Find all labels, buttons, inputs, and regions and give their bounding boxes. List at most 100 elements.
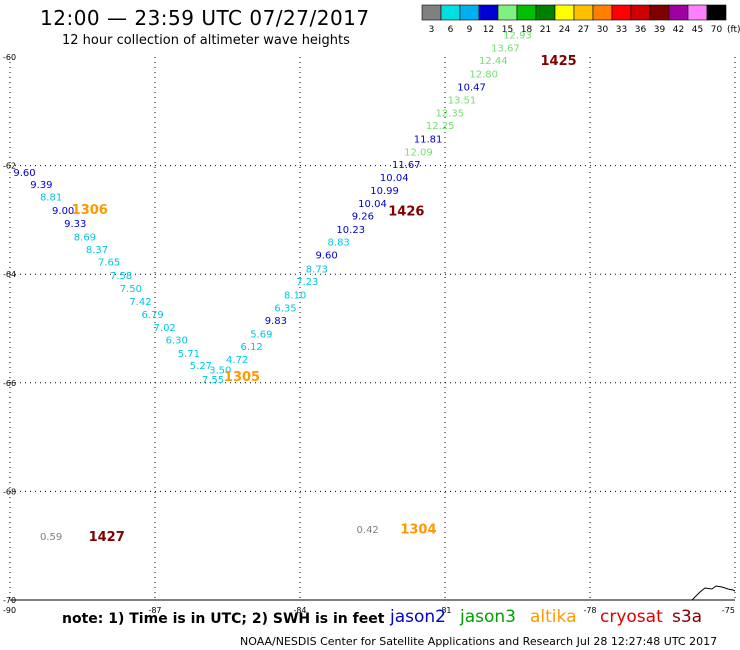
x-tick-label: -75 [722, 606, 735, 615]
wave-height-point: 7.65 [98, 257, 120, 268]
page-subtitle: 12 hour collection of altimeter wave hei… [62, 33, 350, 48]
color-scale-label: 12 [483, 25, 494, 35]
time-label: 1427 [89, 530, 125, 545]
color-scale-label: 15 [502, 25, 513, 35]
color-scale-label: 24 [559, 25, 571, 35]
wave-height-point: 7.02 [154, 323, 176, 334]
color-swatch [421, 4, 442, 21]
wave-height-point: 10.04 [380, 173, 409, 184]
color-swatch [459, 4, 480, 21]
wave-height-point: 5.71 [178, 349, 200, 360]
color-swatch [535, 4, 556, 21]
wave-height-point: 5.27 [190, 361, 212, 372]
wave-height-point: 6.12 [241, 342, 263, 353]
time-label: 1425 [540, 54, 576, 69]
y-tick-label: -64 [3, 270, 16, 279]
wave-height-point: 10.04 [358, 199, 387, 210]
wave-height-point: 6.30 [166, 335, 188, 346]
wave-height-point: 8.73 [306, 264, 328, 275]
x-tick-label: -90 [3, 606, 16, 615]
wave-height-point: 12.44 [479, 56, 508, 67]
time-label: 1305 [224, 370, 260, 385]
wave-height-point: 12.93 [503, 30, 532, 41]
color-swatch [611, 4, 632, 21]
wave-height-point: 8.83 [328, 238, 350, 249]
wave-height-point: 12.80 [469, 69, 498, 80]
satellite-jason3: jason3 [460, 607, 516, 627]
wave-height-point: 7.55 [202, 375, 224, 386]
wave-height-point: 0.42 [357, 525, 379, 536]
time-label: 1426 [388, 204, 424, 219]
color-scale-label: 6 [448, 25, 454, 35]
color-scale-label: 18 [521, 25, 533, 35]
time-labels: 1306 1425 1426 1305 1427 1304 [72, 54, 577, 545]
wave-height-point: 8.10 [284, 290, 306, 301]
color-swatch [478, 4, 499, 21]
time-label: 1304 [400, 522, 436, 537]
x-tick-label: -84 [293, 606, 306, 615]
y-tick-label: -70 [3, 596, 16, 605]
x-tick-label: -81 [438, 606, 451, 615]
wave-height-point: 9.33 [64, 219, 86, 230]
wave-height-point: 0.59 [40, 532, 62, 543]
wave-height-point: 9.83 [265, 316, 287, 327]
color-swatch [554, 4, 575, 21]
data-points: 9.609.398.819.009.338.698.377.657.587.50… [13, 30, 531, 543]
color-swatch [706, 4, 727, 21]
y-tick-label: -62 [3, 162, 16, 171]
color-scale-label: 70 [711, 25, 723, 35]
wave-height-point: 10.99 [370, 186, 399, 197]
color-scale-unit: (ft) [727, 25, 740, 35]
wave-height-point: 5.69 [250, 329, 272, 340]
color-swatch [516, 4, 537, 21]
wave-height-point: 10.47 [457, 82, 486, 93]
wave-height-point: 3.50 [209, 365, 231, 376]
color-scale-label: 21 [540, 25, 551, 35]
x-tick-label: -78 [583, 606, 596, 615]
color-swatch [573, 4, 594, 21]
color-scale-label: 27 [578, 25, 589, 35]
footer-credit: NOAA/NESDIS Center for Satellite Applica… [240, 635, 718, 648]
coastline-path [691, 585, 736, 601]
satellite-altika: altika [530, 607, 577, 627]
wave-height-point: 9.60 [315, 251, 337, 262]
wave-height-point: 7.50 [120, 284, 142, 295]
coastline [691, 585, 736, 601]
time-label: 1306 [72, 203, 108, 218]
wave-height-point: 13.51 [448, 95, 477, 106]
color-swatch [630, 4, 651, 21]
axes: -60 -62 -64 -66 -68 -70-90 -87 -84 -81 -78 -75 [3, 53, 736, 615]
satellite-jason2: jason2 [390, 607, 446, 627]
wave-height-point: 6.79 [141, 310, 163, 321]
color-scale-label: 33 [616, 25, 627, 35]
color-scale-legend: 3 6 9 12 15 18 21 24 27 30 33 36 39 42 45 70 (ft) [421, 4, 740, 35]
wave-height-point: 9.39 [30, 180, 52, 191]
wave-height-point: 7.42 [129, 297, 151, 308]
color-swatch [687, 4, 708, 21]
wave-height-point: 11.67 [392, 160, 421, 171]
footer-note: note: 1) Time is in UTC; 2) SWH is in fe… [62, 611, 385, 627]
page-title: 12:00 — 23:59 UTC 07/27/2017 [40, 6, 370, 30]
color-scale-label: 42 [673, 25, 684, 35]
color-swatch [497, 4, 518, 21]
wave-height-point: 7.23 [296, 277, 318, 288]
color-swatch [440, 4, 461, 21]
satellite-cryosat: cryosat [600, 607, 663, 627]
color-scale-label: 39 [654, 25, 666, 35]
color-scale-label: 45 [692, 25, 703, 35]
wave-height-point: 12.35 [436, 108, 465, 119]
color-scale-label: 9 [467, 25, 473, 35]
wave-height-point: 9.60 [13, 168, 35, 179]
wave-height-point: 9.26 [352, 212, 374, 223]
wave-height-point: 13.67 [491, 43, 520, 54]
wave-height-point: 10.23 [336, 225, 365, 236]
wave-height-point: 8.81 [40, 193, 62, 204]
wave-height-point: 12.25 [426, 121, 455, 132]
color-swatch [668, 4, 689, 21]
color-scale-label: 30 [597, 25, 609, 35]
color-scale-label: 36 [635, 25, 647, 35]
grid [10, 57, 735, 600]
y-tick-label: -60 [3, 53, 16, 62]
y-tick-label: -66 [3, 379, 16, 388]
